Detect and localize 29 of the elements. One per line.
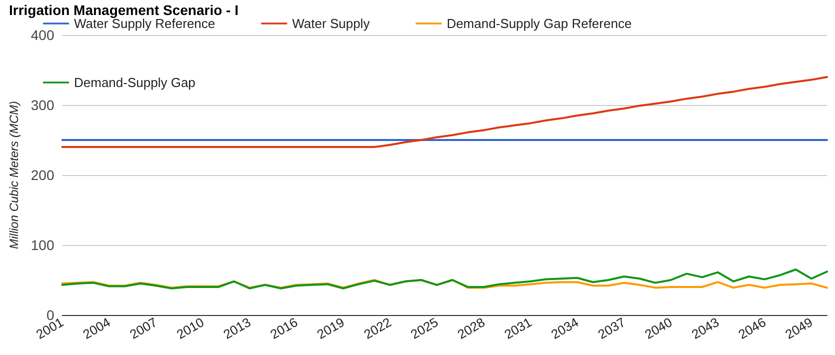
- chart-title: Irrigation Management Scenario - I: [9, 2, 238, 18]
- x-tick-label: 2025: [408, 314, 441, 342]
- legend-label: Demand-Supply Gap: [74, 75, 196, 90]
- y-tick-label: 100: [30, 237, 54, 253]
- legend-label: Demand-Supply Gap Reference: [446, 16, 632, 31]
- y-tick-label: 300: [30, 97, 54, 113]
- legend-label: Water Supply: [292, 16, 370, 31]
- x-tick-label: 2010: [174, 314, 206, 342]
- x-tick-label: 2019: [314, 314, 347, 342]
- x-tick-label: 2022: [361, 314, 394, 342]
- x-tick-label: 2043: [688, 314, 722, 342]
- line-series: [61, 76, 828, 148]
- x-tick-label: 2004: [80, 314, 113, 342]
- x-tick-label: 2046: [736, 314, 768, 342]
- x-tick-label: 2016: [268, 314, 300, 342]
- y-tick-label: 400: [30, 27, 54, 43]
- y-tick-label: 200: [30, 167, 54, 183]
- x-tick-label: 2037: [595, 314, 628, 342]
- y-tick-label: 0: [46, 307, 54, 323]
- x-tick-label: 2049: [782, 314, 816, 342]
- y-axis-title: Million Cubic Meters (MCM): [7, 100, 21, 250]
- x-tick-label: 2013: [220, 314, 254, 342]
- x-tick-label: 2028: [454, 314, 488, 342]
- x-tick-label: 2007: [127, 314, 160, 342]
- x-tick-label: 2031: [502, 314, 534, 342]
- x-tick-label: 2034: [548, 314, 582, 342]
- x-tick-label: 2040: [642, 314, 675, 342]
- line-series: [61, 268, 828, 290]
- line-series: [61, 279, 828, 289]
